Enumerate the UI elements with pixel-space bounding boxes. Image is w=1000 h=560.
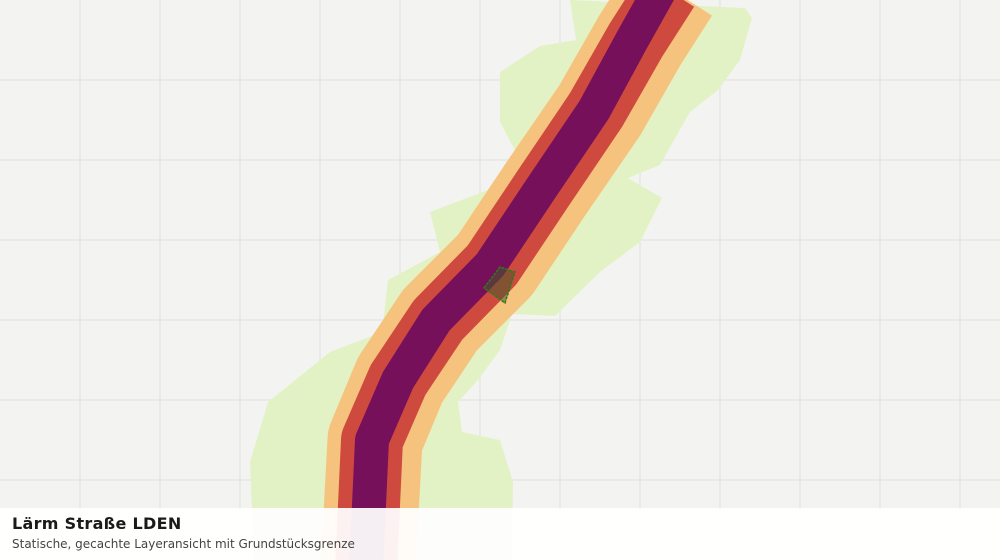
- layer-title: Lärm Straße LDEN: [12, 514, 182, 533]
- layer-subtitle: Statische, gecachte Layeransicht mit Gru…: [12, 537, 355, 551]
- parcel-boundary: [482, 266, 516, 305]
- noise-zone-very-high: [349, 0, 674, 560]
- caption-bar: Lärm Straße LDEN Statische, gecachte Lay…: [0, 508, 1000, 560]
